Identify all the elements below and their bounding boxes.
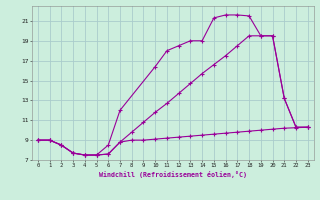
X-axis label: Windchill (Refroidissement éolien,°C): Windchill (Refroidissement éolien,°C) — [99, 171, 247, 178]
